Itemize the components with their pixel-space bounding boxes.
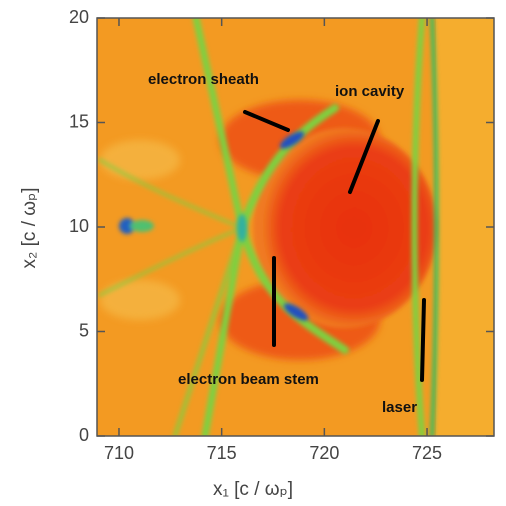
y-tick-label: 10 [69, 216, 89, 236]
annotation: ion cavity [335, 83, 405, 100]
x-tick-label: 725 [412, 443, 442, 463]
y-tick-label: 5 [79, 320, 89, 340]
annotation: electron beam stem [178, 371, 319, 388]
x-tick-label: 715 [207, 443, 237, 463]
y-tick-label: 20 [69, 7, 89, 27]
density-field [97, 18, 494, 436]
x-tick-label: 720 [309, 443, 339, 463]
annotation: laser [382, 399, 417, 416]
x-axis-label: x₁ [c / ωₚ] [213, 479, 293, 500]
x-tick-label: 710 [104, 443, 134, 463]
annotation: electron sheath [148, 71, 259, 88]
y-axis-label: x₂ [c / ωₚ] [19, 187, 40, 268]
y-tick-label: 0 [79, 425, 89, 445]
y-tick-label: 15 [69, 111, 89, 131]
